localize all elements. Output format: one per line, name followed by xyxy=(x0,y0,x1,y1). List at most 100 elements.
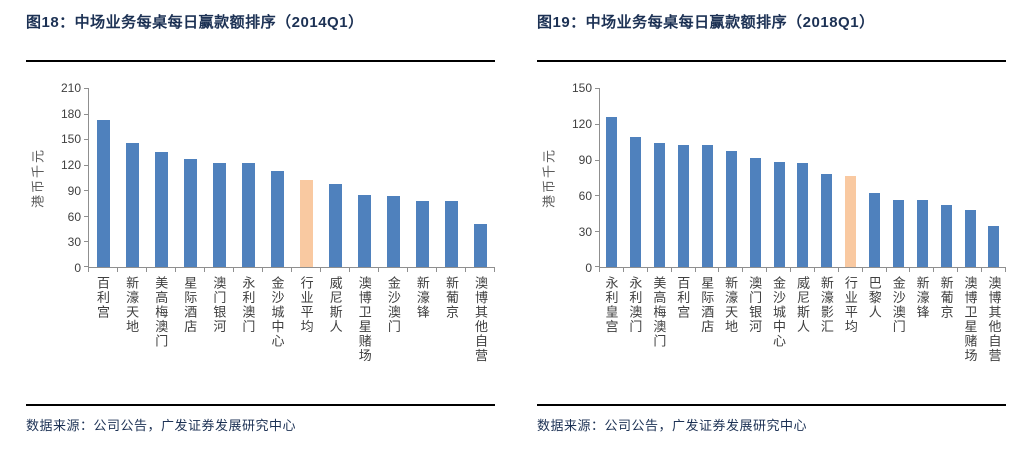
x-label-slot: 永利皇宫 xyxy=(599,276,623,394)
figure-title: 图19：中场业务每桌每日赢款额排序（2018Q1） xyxy=(537,14,875,31)
x-category-label: 金沙澳门 xyxy=(890,276,906,334)
bar-slot xyxy=(600,88,624,267)
bar-slot xyxy=(910,88,934,267)
x-axis-ticks xyxy=(88,268,495,272)
x-label-slot: 澳博卫星赌场 xyxy=(350,276,379,394)
x-category-label: 金沙城中心 xyxy=(269,276,285,349)
x-category-label: 巴黎人 xyxy=(866,276,882,320)
x-tick-mark xyxy=(408,268,437,272)
x-label-slot: 威尼斯人 xyxy=(321,276,350,394)
y-tick-mark xyxy=(84,241,89,243)
x-tick-mark xyxy=(350,268,379,272)
data-source: 数据来源：公司公告，广发证券发展研究中心 xyxy=(537,418,808,433)
bar-slot xyxy=(743,88,767,267)
x-tick-mark xyxy=(292,268,321,272)
x-tick-mark xyxy=(934,268,959,272)
x-label-slot: 澳门银河 xyxy=(204,276,233,394)
y-axis-tick-labels: 0 30 60 90 120 150 xyxy=(559,82,599,274)
x-label-slot: 星际酒店 xyxy=(695,276,719,394)
x-tick-mark xyxy=(600,268,624,272)
x-tick-mark xyxy=(648,268,672,272)
y-tick-mark xyxy=(84,266,89,267)
x-category-label: 新葡京 xyxy=(443,276,459,320)
x-category-label: 新濠锋 xyxy=(414,276,430,320)
x-category-label: 金沙城中心 xyxy=(771,276,787,349)
x-category-label: 新濠影汇 xyxy=(818,276,834,334)
bar xyxy=(797,163,809,267)
x-category-label: 澳博其他自营 xyxy=(986,276,1002,363)
y-tick-label: 0 xyxy=(585,261,592,275)
y-tick-label: 90 xyxy=(578,153,592,167)
x-label-slot: 澳博其他自营 xyxy=(982,276,1006,394)
footer-divider xyxy=(537,404,1006,406)
bar xyxy=(125,143,140,267)
bar xyxy=(386,196,401,267)
x-category-label: 威尼斯人 xyxy=(327,276,343,334)
x-tick-mark xyxy=(719,268,744,272)
bar-chart-2014q1: 港币千元 0 30 60 90 120 150 180 210 百利宫 新濠天地 美高梅澳门 星际酒… xyxy=(26,62,495,394)
y-tick-label: 60 xyxy=(578,189,592,203)
x-category-label: 新濠天地 xyxy=(124,276,140,334)
y-tick-label: 90 xyxy=(67,183,81,198)
bar-slot xyxy=(89,88,118,267)
y-tick-label: 120 xyxy=(60,158,81,173)
bar-slot xyxy=(350,88,379,267)
y-tick-label: 180 xyxy=(60,106,81,121)
x-tick-mark xyxy=(672,268,696,272)
x-category-label: 新濠天地 xyxy=(723,276,739,334)
x-category-label: 行业平均 xyxy=(298,276,314,334)
bar xyxy=(964,209,976,267)
plot-area xyxy=(84,88,495,268)
x-label-slot: 永利澳门 xyxy=(233,276,262,394)
x-tick-mark xyxy=(321,268,350,272)
bar-slot xyxy=(672,88,696,267)
bar-slot xyxy=(292,88,321,267)
x-tick-mark xyxy=(466,268,495,272)
x-category-label: 星际酒店 xyxy=(699,276,715,334)
bar xyxy=(630,136,642,267)
y-tick-label: 210 xyxy=(60,81,81,95)
x-tick-mark xyxy=(863,268,887,272)
bars-container xyxy=(89,88,495,267)
x-label-slot: 巴黎人 xyxy=(862,276,886,394)
x-label-slot: 百利宫 xyxy=(88,276,117,394)
x-axis-category-labels: 百利宫 新濠天地 美高梅澳门 星际酒店 澳门银河 永利澳门 金沙城中心 行业平均 威尼斯人 澳博卫… xyxy=(88,276,495,394)
bar xyxy=(869,193,881,267)
bar xyxy=(212,163,227,267)
bar-slot xyxy=(791,88,815,267)
x-category-label: 新葡京 xyxy=(938,276,954,320)
y-tick-mark xyxy=(84,88,89,89)
bar xyxy=(606,116,618,267)
bar-slot xyxy=(263,88,292,267)
x-label-slot: 永利澳门 xyxy=(623,276,647,394)
x-label-slot: 新濠天地 xyxy=(117,276,146,394)
x-category-label: 金沙澳门 xyxy=(385,276,401,334)
bar-slot xyxy=(379,88,408,267)
y-axis-title: 港币千元 xyxy=(541,147,557,209)
x-label-slot: 新濠锋 xyxy=(910,276,934,394)
x-tick-mark xyxy=(437,268,466,272)
x-category-label: 永利皇宫 xyxy=(603,276,619,334)
x-tick-mark xyxy=(887,268,911,272)
y-tick-label: 30 xyxy=(578,225,592,239)
bar-slot xyxy=(719,88,743,267)
x-tick-mark xyxy=(176,268,205,272)
bar-slot xyxy=(321,88,350,267)
x-category-label: 美高梅澳门 xyxy=(651,276,667,349)
x-tick-mark xyxy=(624,268,648,272)
x-tick-mark xyxy=(958,268,982,272)
y-tick-mark xyxy=(84,190,89,192)
x-category-label: 百利宫 xyxy=(95,276,111,320)
report-figures-row: 图18：中场业务每桌每日赢款额排序（2014Q1） 港币千元 0 30 60 90 12… xyxy=(26,14,1006,433)
x-tick-mark xyxy=(982,268,1006,272)
y-axis-title-column: 港币千元 xyxy=(537,88,559,268)
x-label-slot: 澳博卫星赌场 xyxy=(958,276,982,394)
x-category-label: 永利澳门 xyxy=(240,276,256,334)
y-tick-mark xyxy=(595,231,600,233)
bar xyxy=(473,224,488,267)
x-tick-mark xyxy=(815,268,839,272)
x-category-label: 百利宫 xyxy=(675,276,691,320)
x-axis-ticks xyxy=(599,268,1006,272)
x-label-slot: 金沙澳门 xyxy=(886,276,910,394)
x-label-slot: 新葡京 xyxy=(437,276,466,394)
